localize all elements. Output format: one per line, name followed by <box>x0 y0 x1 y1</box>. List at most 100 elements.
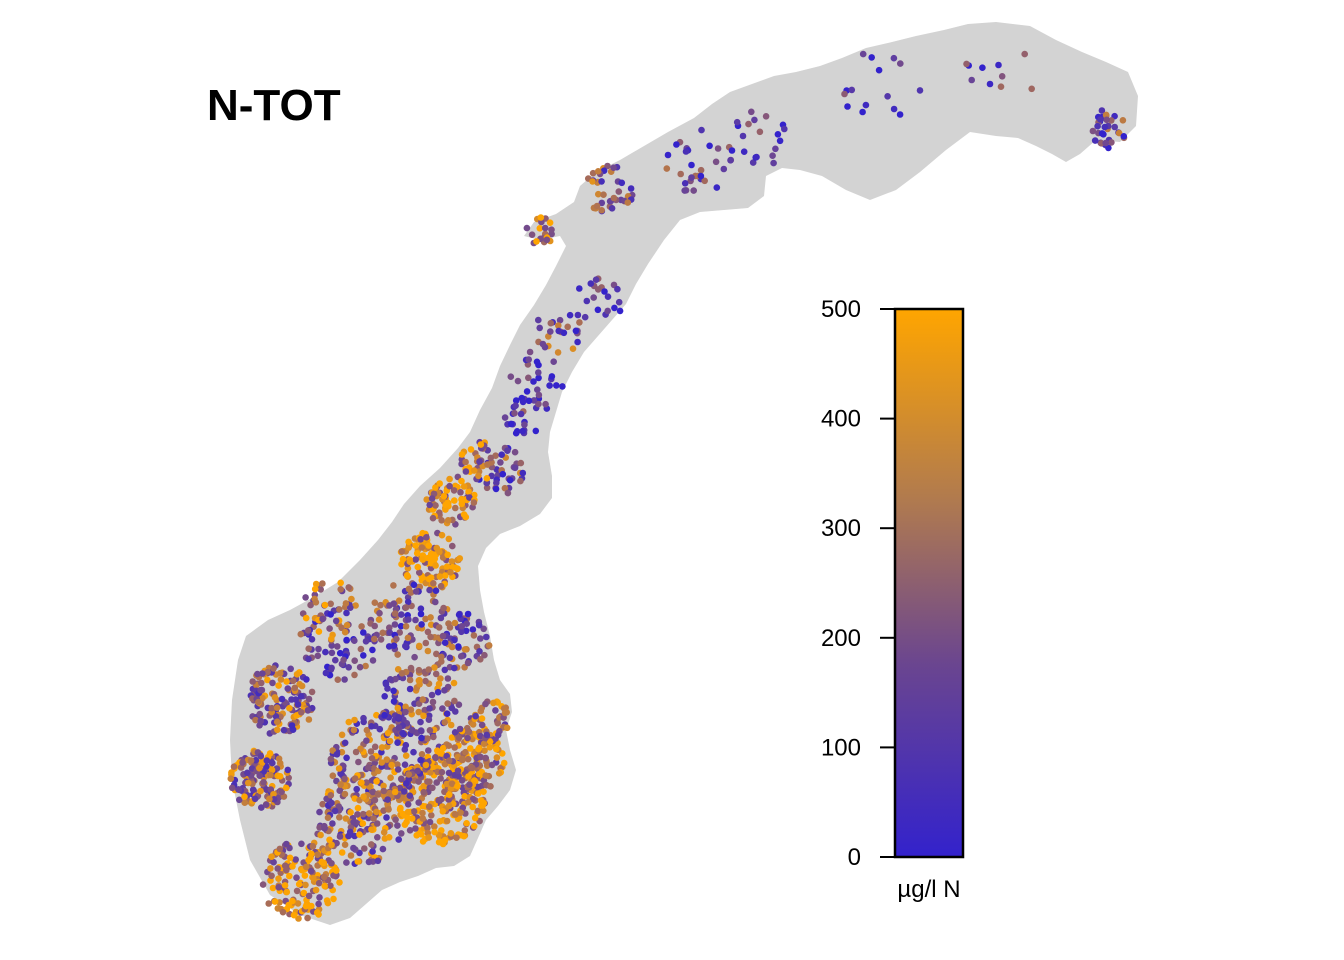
measurement-point <box>501 414 509 421</box>
measurement-point <box>434 688 442 696</box>
measurement-point <box>351 671 358 679</box>
measurement-point <box>875 66 883 74</box>
measurement-point <box>583 297 591 305</box>
measurement-point <box>465 488 472 495</box>
measurement-point <box>624 199 632 206</box>
measurement-point <box>608 205 616 212</box>
measurement-point <box>445 742 453 749</box>
measurement-point <box>411 700 418 707</box>
measurement-point <box>423 496 431 503</box>
color-legend: 0 100 200 300 400 500 µg/l N <box>821 296 965 903</box>
measurement-point <box>336 606 343 613</box>
measurement-point <box>307 601 314 609</box>
measurement-point <box>507 420 515 428</box>
measurement-point <box>352 602 359 609</box>
measurement-point <box>420 712 427 720</box>
legend-tick-label: 400 <box>821 406 861 433</box>
measurement-point <box>445 757 453 764</box>
measurement-point <box>313 909 321 916</box>
measurement-point <box>345 584 353 591</box>
measurement-point <box>252 756 260 764</box>
measurement-point <box>566 311 574 319</box>
measurement-point <box>890 105 898 113</box>
measurement-point <box>441 719 449 726</box>
measurement-point <box>397 622 405 630</box>
measurement-point <box>386 737 394 745</box>
measurement-point <box>386 602 393 609</box>
measurement-point <box>512 402 519 410</box>
measurement-point <box>282 784 290 792</box>
measurement-point <box>274 726 281 734</box>
measurement-point <box>249 786 257 793</box>
measurement-point <box>456 725 464 733</box>
measurement-point <box>410 748 417 756</box>
measurement-point <box>593 202 601 210</box>
measurement-point <box>424 824 431 832</box>
measurement-point <box>247 757 255 764</box>
measurement-point <box>594 306 602 314</box>
measurement-point <box>401 821 409 828</box>
measurement-point <box>440 492 448 500</box>
legend-tick-label: 0 <box>848 844 861 871</box>
measurement-point <box>439 632 447 640</box>
measurement-point <box>511 409 518 417</box>
measurement-point <box>480 625 488 633</box>
measurement-point <box>536 324 543 332</box>
measurement-point <box>517 410 525 418</box>
measurement-point <box>1028 85 1035 93</box>
measurement-point <box>1103 116 1110 124</box>
measurement-point <box>398 560 405 568</box>
measurement-point <box>464 734 471 742</box>
legend-tick-label: 500 <box>821 296 861 323</box>
measurement-point <box>337 579 345 587</box>
measurement-point <box>477 732 484 740</box>
measurement-point <box>431 828 438 836</box>
measurement-point <box>458 777 466 784</box>
measurement-point <box>862 101 870 109</box>
measurement-point <box>331 807 339 815</box>
measurement-point <box>481 651 488 659</box>
measurement-point <box>425 575 433 583</box>
measurement-point <box>574 311 582 319</box>
measurement-point <box>269 884 277 892</box>
measurement-point <box>419 696 427 703</box>
measurement-point <box>581 313 589 321</box>
measurement-point <box>328 664 335 672</box>
measurement-point <box>407 664 415 672</box>
measurement-point <box>329 820 336 827</box>
measurement-point <box>543 236 551 244</box>
measurement-point <box>370 815 377 822</box>
measurement-point <box>292 856 300 863</box>
measurement-point <box>611 304 618 312</box>
measurement-point <box>356 663 364 671</box>
measurement-point <box>688 174 695 181</box>
measurement-point <box>429 784 436 792</box>
measurement-point <box>386 629 394 636</box>
measurement-point <box>441 788 448 796</box>
measurement-point <box>419 815 427 822</box>
measurement-point <box>290 911 298 919</box>
measurement-point <box>560 329 568 337</box>
measurement-point <box>458 623 466 630</box>
measurement-point <box>254 670 261 678</box>
measurement-point <box>309 843 317 850</box>
measurement-point <box>227 775 235 782</box>
measurement-point <box>327 600 335 608</box>
measurement-point <box>604 307 611 315</box>
measurement-point <box>388 761 395 769</box>
measurement-point <box>336 833 344 840</box>
measurement-point <box>414 767 422 775</box>
measurement-point <box>418 621 425 628</box>
measurement-point <box>412 616 419 624</box>
measurement-point <box>534 386 541 394</box>
measurement-point <box>519 469 527 477</box>
measurement-point <box>390 687 397 695</box>
measurement-point <box>368 841 375 848</box>
measurement-point <box>352 748 360 756</box>
measurement-point <box>330 872 337 879</box>
measurement-point <box>398 548 406 555</box>
measurement-point <box>458 496 465 503</box>
measurement-point <box>404 634 412 642</box>
measurement-point <box>688 161 695 169</box>
measurement-point <box>504 489 512 497</box>
